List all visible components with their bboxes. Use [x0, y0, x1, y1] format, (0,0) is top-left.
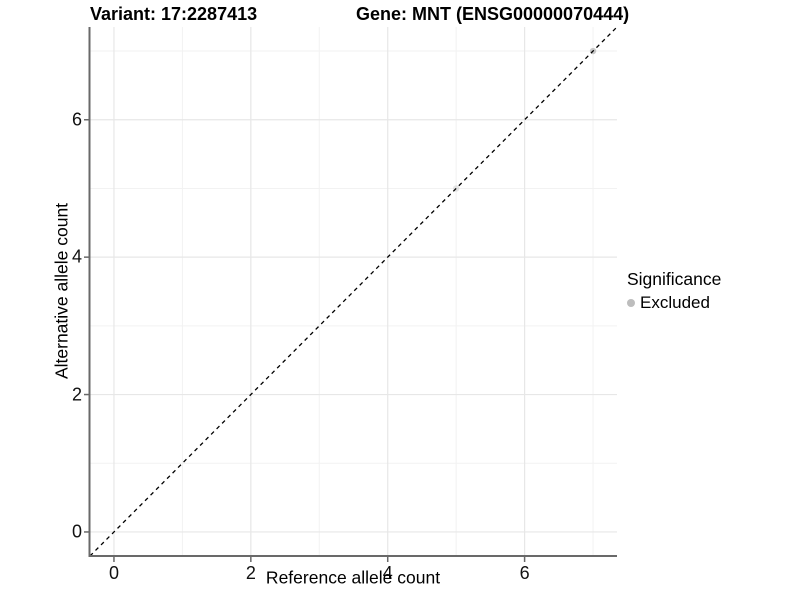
x-tick-label: 4: [382, 563, 393, 583]
y-tick-label: 4: [71, 246, 82, 267]
y-tick-label: 6: [71, 109, 82, 130]
y-tick-label: 0: [71, 521, 82, 542]
x-tick-label: 6: [519, 563, 530, 583]
x-tick-label: 0: [108, 563, 119, 583]
legend: Significance Excluded: [627, 269, 721, 313]
y-tick-label: 2: [71, 384, 82, 405]
legend-title: Significance: [627, 269, 722, 289]
plot-title-gene: Gene: MNT (ENSG00000070444): [356, 4, 630, 24]
legend-dot-icon: [627, 299, 635, 307]
legend-item-excluded: Excluded: [627, 293, 721, 313]
identity-line: [89, 26, 618, 557]
y-axis-title: Alternative allele count: [51, 202, 72, 380]
plot-title-variant: Variant: 17:2287413: [90, 4, 258, 24]
x-tick-label: 2: [245, 563, 256, 583]
legend-item-label: Excluded: [640, 293, 710, 312]
x-axis-title: Reference allele count: [265, 567, 441, 588]
